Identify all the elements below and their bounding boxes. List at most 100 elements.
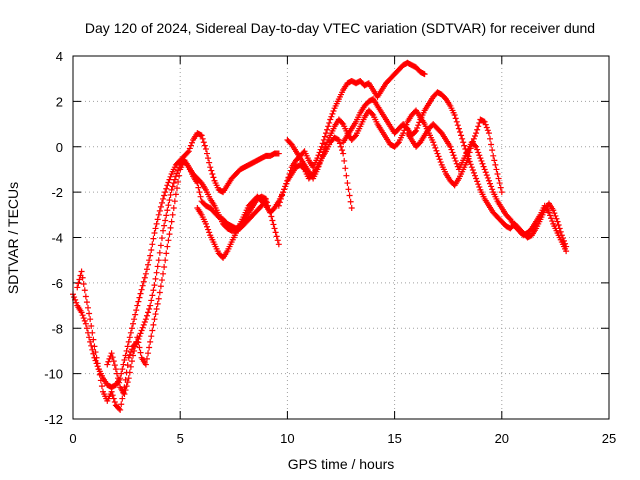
data-point xyxy=(205,155,212,162)
data-point xyxy=(147,252,154,259)
y-tick-label: -10 xyxy=(44,367,63,382)
data-point xyxy=(130,352,137,359)
data-point xyxy=(453,118,460,125)
y-tick-label: 4 xyxy=(56,49,63,64)
data-point xyxy=(413,127,420,134)
data-point xyxy=(163,212,170,219)
data-point xyxy=(143,266,150,273)
data-point xyxy=(134,334,141,341)
data-point xyxy=(547,212,554,219)
data-point xyxy=(164,207,171,214)
data-point xyxy=(149,292,156,299)
data-point xyxy=(318,143,325,150)
data-point xyxy=(124,362,131,369)
data-point xyxy=(487,135,494,142)
data-point xyxy=(167,191,174,198)
data-point xyxy=(470,135,477,142)
data-point xyxy=(275,241,282,248)
data-point xyxy=(127,349,134,356)
data-point xyxy=(122,387,129,394)
data-point xyxy=(110,395,117,402)
series-track-e xyxy=(275,59,428,209)
data-point xyxy=(140,321,147,328)
data-point xyxy=(152,225,159,232)
data-point xyxy=(91,343,98,350)
data-point xyxy=(319,140,326,147)
data-point xyxy=(170,205,177,212)
data-point xyxy=(97,377,104,384)
data-point xyxy=(474,146,481,153)
data-point xyxy=(161,263,168,270)
data-point xyxy=(478,157,485,164)
data-point xyxy=(202,146,209,153)
data-point xyxy=(137,290,144,297)
data-point xyxy=(459,135,466,142)
data-point xyxy=(139,324,146,331)
data-point xyxy=(140,278,147,285)
data-point xyxy=(162,189,169,196)
data-point xyxy=(343,172,350,179)
data-point xyxy=(275,150,282,157)
data-point xyxy=(208,167,215,174)
data-point xyxy=(184,149,191,156)
data-point xyxy=(115,375,122,382)
data-point xyxy=(262,195,269,202)
data-point xyxy=(157,203,164,210)
data-point xyxy=(282,183,289,190)
data-point xyxy=(126,369,133,376)
data-point xyxy=(475,123,482,130)
data-point xyxy=(81,287,88,294)
data-point xyxy=(98,383,105,390)
data-point xyxy=(167,224,174,231)
data-point xyxy=(167,173,174,180)
data-point xyxy=(437,159,444,166)
data-point xyxy=(169,183,176,190)
data-point xyxy=(415,122,422,129)
data-point xyxy=(164,243,171,250)
data-point xyxy=(342,165,349,172)
data-point xyxy=(124,379,131,386)
y-tick-label: -2 xyxy=(51,185,63,200)
data-point xyxy=(341,157,348,164)
data-point xyxy=(421,71,428,78)
data-point xyxy=(128,325,135,332)
data-point xyxy=(160,195,167,202)
data-point xyxy=(200,139,207,146)
data-point xyxy=(210,174,217,181)
data-point xyxy=(119,395,126,402)
data-point xyxy=(268,213,275,220)
data-point xyxy=(554,218,561,225)
data-point xyxy=(314,166,321,173)
data-point xyxy=(158,235,165,242)
data-point xyxy=(280,189,287,196)
data-point xyxy=(430,139,437,146)
data-point xyxy=(287,167,294,174)
data-point xyxy=(204,150,210,157)
data-point xyxy=(176,172,183,179)
data-point xyxy=(141,274,148,281)
data-point xyxy=(71,294,78,301)
series-track-a xyxy=(70,130,282,391)
data-point xyxy=(452,115,459,122)
data-point xyxy=(473,130,480,137)
data-point xyxy=(142,361,149,368)
data-point xyxy=(316,160,323,167)
data-point xyxy=(448,146,455,153)
data-point xyxy=(150,235,157,242)
data-point xyxy=(156,289,163,296)
data-point xyxy=(135,339,142,346)
data-point xyxy=(351,133,358,140)
data-point xyxy=(109,354,116,361)
data-point xyxy=(286,170,293,177)
data-point xyxy=(104,361,111,368)
data-point xyxy=(472,132,478,139)
data-point xyxy=(173,185,180,192)
data-point xyxy=(74,284,81,291)
data-point xyxy=(474,126,481,133)
series-track-c xyxy=(104,157,282,398)
data-point xyxy=(166,176,173,183)
data-point xyxy=(447,143,454,150)
data-point xyxy=(150,287,157,294)
data-point xyxy=(549,218,556,225)
data-point xyxy=(85,304,92,311)
